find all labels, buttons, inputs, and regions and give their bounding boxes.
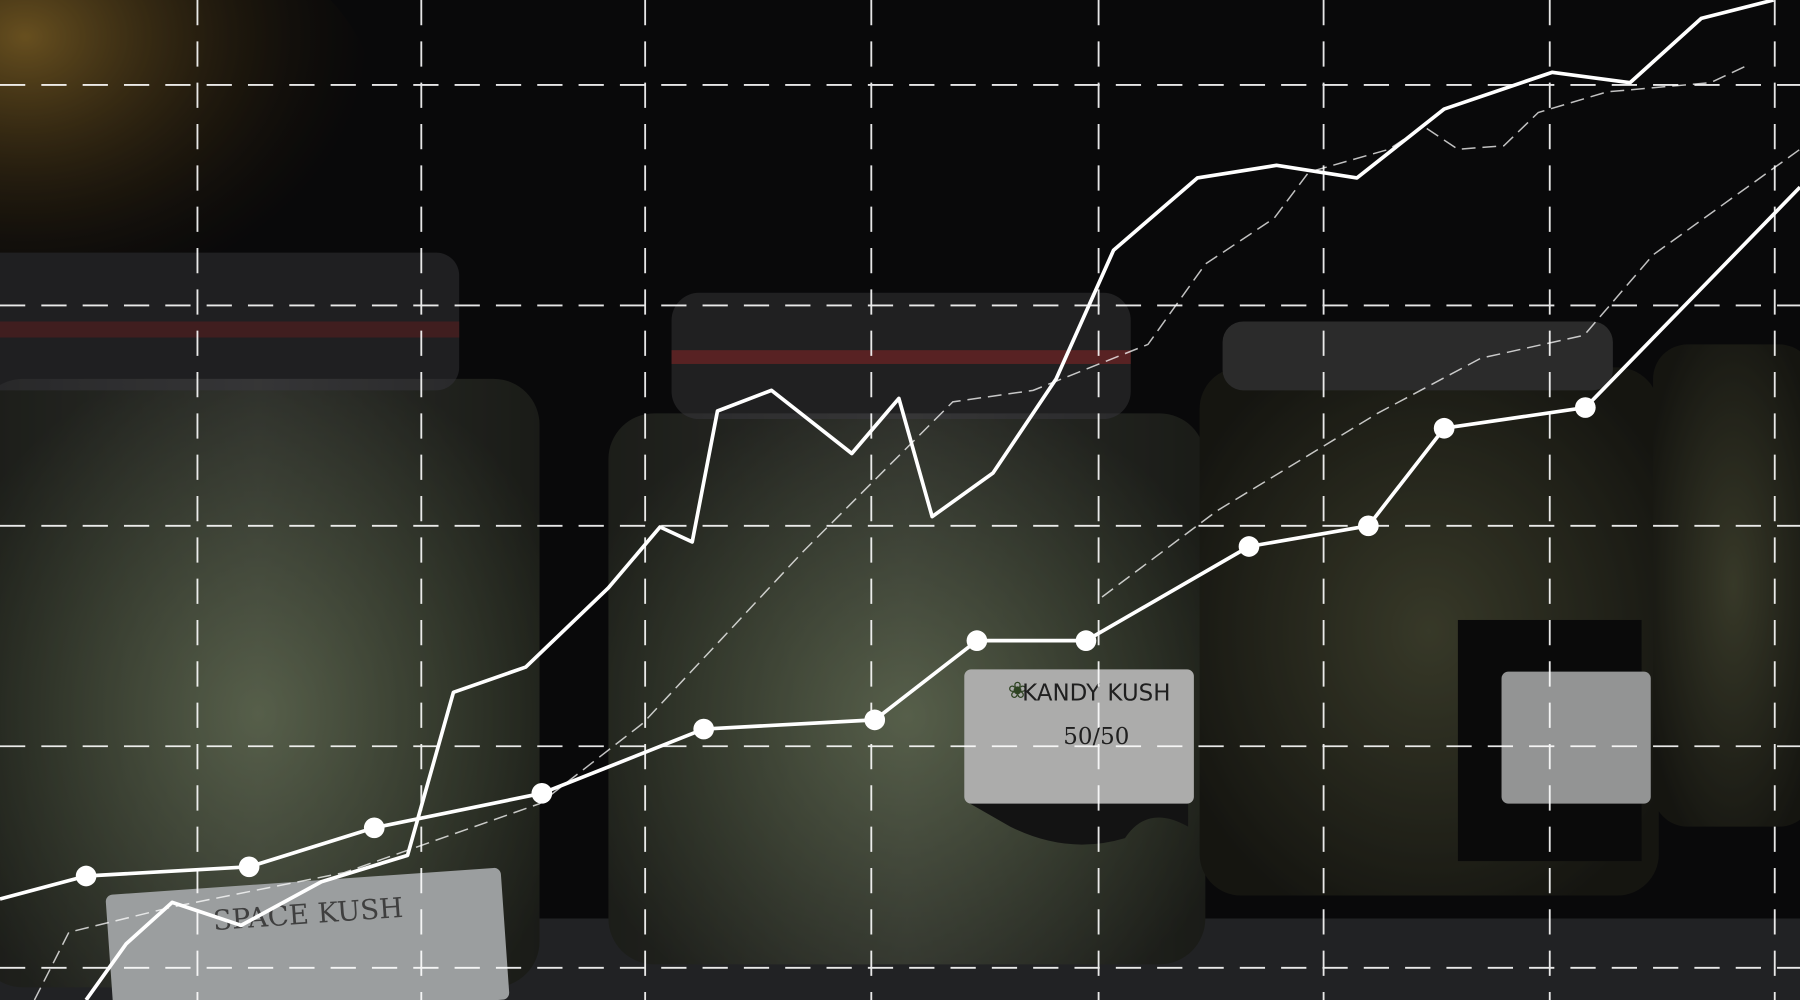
dot-line <box>0 185 1800 901</box>
dot-markers <box>75 397 1596 887</box>
hand <box>0 0 379 310</box>
jar-label: KANDY KUSH <box>1022 680 1170 706</box>
jar-center: ❀ KANDY KUSH 50/50 <box>608 292 1206 965</box>
label-card <box>964 669 1194 804</box>
trend-line <box>84 0 1775 1000</box>
label-card <box>105 867 510 1000</box>
jar-left: SPACE KUSH <box>0 252 540 1000</box>
label-card <box>1501 671 1651 804</box>
jar-right <box>1199 321 1800 896</box>
leaf-icon: ❀ <box>1008 678 1027 704</box>
